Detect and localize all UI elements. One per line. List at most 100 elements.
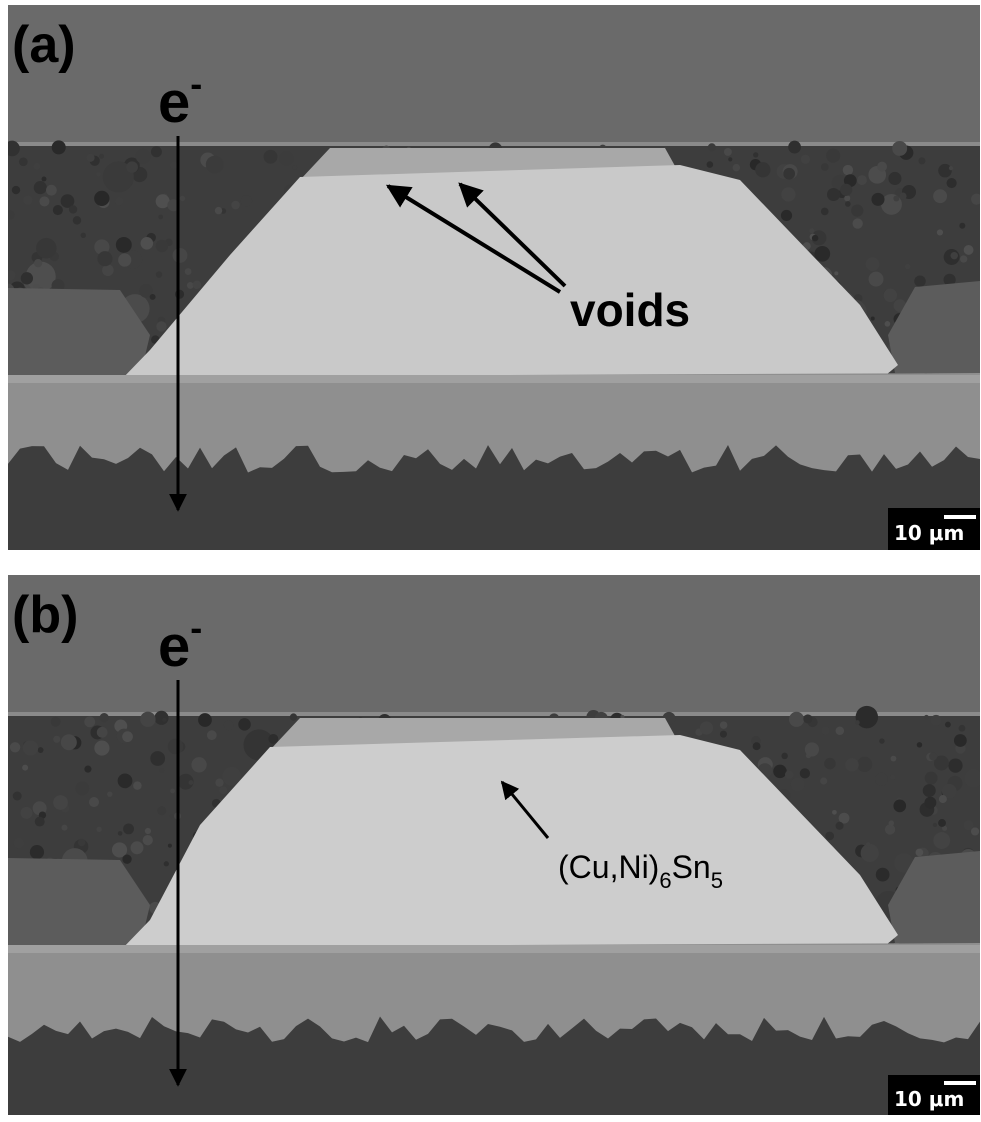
filler-particle <box>924 715 929 720</box>
filler-particle <box>20 807 32 819</box>
filler-particle <box>6 270 16 280</box>
filler-particle <box>10 742 20 752</box>
filler-particle <box>925 772 938 785</box>
filler-particle <box>39 196 49 206</box>
filler-particle <box>173 248 188 263</box>
filler-particle <box>800 768 810 778</box>
filler-particle <box>938 164 952 178</box>
filler-particle <box>820 777 827 784</box>
filler-particle <box>801 155 810 164</box>
filler-particle <box>19 157 28 166</box>
filler-particle <box>700 721 713 734</box>
filler-particle <box>206 156 224 174</box>
filler-particle <box>268 734 278 744</box>
filler-particle <box>918 157 925 164</box>
filler-particle <box>97 727 108 738</box>
filler-particle <box>755 162 770 177</box>
top-layer <box>8 575 980 713</box>
filler-particle <box>52 140 66 154</box>
filler-particle <box>788 141 801 154</box>
filler-particle <box>805 742 819 756</box>
filler-particle <box>708 143 716 151</box>
filler-particle <box>949 166 953 170</box>
filler-particle <box>180 196 186 202</box>
filler-particle <box>893 800 906 813</box>
filler-particle <box>87 154 95 162</box>
filler-particle <box>159 768 164 773</box>
filler-particle <box>241 195 253 207</box>
filler-particle <box>876 868 890 882</box>
filler-particle <box>938 819 946 827</box>
filler-particle <box>126 161 138 173</box>
filler-particle <box>75 781 89 795</box>
filler-particle <box>939 795 947 803</box>
filler-particle <box>53 205 63 215</box>
filler-particle <box>857 757 872 772</box>
micrograph-b <box>8 575 981 1115</box>
filler-particle <box>954 734 967 747</box>
filler-particle <box>933 823 937 827</box>
filler-particle <box>51 717 61 727</box>
filler-particle <box>158 215 163 220</box>
filler-particle <box>164 861 169 866</box>
filler-particle <box>154 711 168 725</box>
filler-particle <box>733 164 740 171</box>
filler-particle <box>131 841 144 854</box>
imc-layer <box>8 375 980 383</box>
filler-particle <box>720 721 728 729</box>
filler-particle <box>834 271 838 275</box>
filler-particle <box>888 172 901 185</box>
filler-particle <box>215 778 223 786</box>
filler-particle <box>23 195 33 205</box>
filler-particle <box>845 758 859 772</box>
filler-particle <box>13 792 22 801</box>
filler-particle <box>100 713 109 722</box>
filler-particle <box>122 731 133 742</box>
filler-particle <box>844 195 850 201</box>
filler-particle <box>151 146 162 157</box>
filler-particle <box>231 201 240 210</box>
filler-particle <box>34 181 47 194</box>
filler-particle <box>869 272 884 287</box>
imc-layer <box>8 945 980 953</box>
filler-particle <box>21 272 33 284</box>
filler-particle <box>123 823 134 834</box>
filler-particle <box>866 842 870 846</box>
panel-label: (a) <box>12 16 76 74</box>
annotation-part: (Cu,Ni) <box>558 849 659 885</box>
filler-particle <box>959 725 966 732</box>
filler-particle <box>198 713 212 727</box>
filler-particle <box>140 712 155 727</box>
filler-particle <box>905 264 910 269</box>
filler-particle <box>150 751 165 766</box>
annotation-subscript: 5 <box>711 868 723 893</box>
filler-particle <box>889 820 895 826</box>
annotation: voids <box>570 284 690 336</box>
filler-particle <box>84 766 91 773</box>
filler-particle <box>781 187 795 201</box>
filler-particle <box>855 720 860 725</box>
filler-particle <box>215 207 222 214</box>
filler-particle <box>791 778 805 792</box>
filler-particle <box>133 781 142 790</box>
filler-particle <box>724 148 732 156</box>
filler-particle <box>827 188 840 201</box>
filler-particle <box>879 738 884 743</box>
filler-particle <box>825 832 834 841</box>
filler-particle <box>53 736 60 743</box>
filler-particle <box>814 246 830 262</box>
filler-particle <box>238 718 251 731</box>
panel-label: (b) <box>12 586 78 644</box>
filler-particle <box>185 268 192 275</box>
scale-label: 10 μm <box>894 1087 964 1111</box>
filler-particle <box>852 218 862 228</box>
filler-particle <box>170 814 174 818</box>
filler-particle <box>73 216 81 224</box>
filler-particle <box>959 223 965 229</box>
filler-particle <box>187 282 194 289</box>
filler-particle <box>94 191 109 206</box>
filler-particle <box>899 192 906 199</box>
filler-particle <box>96 827 101 832</box>
filler-particle <box>885 824 895 834</box>
scale-label: 10 μm <box>894 521 964 545</box>
